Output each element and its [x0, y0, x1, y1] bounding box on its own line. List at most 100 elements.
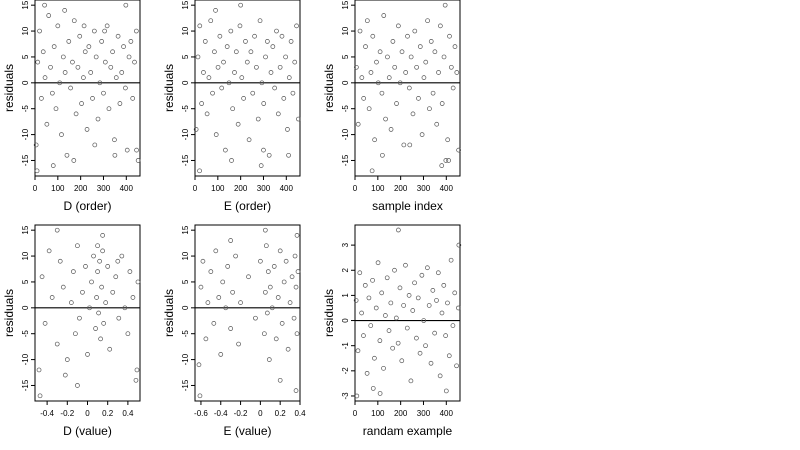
data-point [274, 28, 279, 34]
data-point [396, 23, 401, 29]
data-point [368, 323, 374, 328]
data-point [266, 152, 272, 158]
data-point [208, 18, 214, 24]
data-point [379, 90, 385, 96]
data-point [436, 70, 441, 75]
data-point [263, 243, 269, 249]
data-point [238, 300, 243, 305]
data-point [423, 343, 428, 349]
data-point [395, 340, 401, 346]
data-point [117, 101, 123, 106]
y-tick-label: -5 [341, 105, 350, 113]
data-point [286, 152, 291, 158]
data-point [401, 303, 406, 308]
data-point [386, 328, 392, 333]
data-point [446, 158, 451, 163]
data-point [75, 64, 81, 70]
y-axis-label: residuals [322, 289, 336, 337]
y-tick-label: 1 [341, 293, 350, 298]
y-tick-label: 10 [181, 26, 190, 35]
data-point [271, 264, 277, 269]
data-point [392, 64, 398, 70]
data-point [363, 44, 368, 49]
x-tick-label: 200 [74, 184, 88, 193]
y-tick-label: 15 [181, 225, 190, 234]
scatter-panel-2: 0 100 200 300 400 -15 -10 -5 0 5 10 15 E (order) resi… [162, 0, 301, 213]
data-point [390, 345, 396, 351]
x-tick-label: 0 [353, 409, 358, 418]
data-point [447, 33, 452, 39]
data-point [238, 2, 244, 8]
data-point [294, 233, 300, 238]
y-tick-label: -10 [181, 128, 190, 140]
y-tick-label: -5 [21, 105, 30, 113]
data-point [262, 289, 268, 295]
data-point [96, 310, 101, 316]
y-tick-label: -5 [21, 330, 30, 338]
data-point [99, 39, 105, 44]
y-tick-label: -2 [341, 367, 350, 375]
data-point [386, 75, 392, 80]
data-point [77, 315, 82, 321]
data-point [71, 269, 76, 274]
data-point [198, 284, 204, 290]
data-point [60, 284, 66, 290]
data-point [403, 262, 408, 268]
y-tick-label: 0 [341, 318, 350, 323]
data-point [445, 137, 451, 143]
y-tick-label: 2 [341, 267, 350, 272]
data-point [230, 106, 236, 112]
data-point [33, 142, 39, 148]
data-point [82, 49, 88, 55]
data-point [197, 168, 202, 174]
data-point [203, 336, 209, 342]
data-point [101, 90, 106, 96]
x-tick-label: 300 [257, 184, 271, 193]
x-tick-label: 200 [234, 184, 248, 193]
data-point [404, 325, 410, 331]
data-point [392, 267, 397, 273]
data-point [385, 54, 390, 60]
x-tick-label: 0 [193, 184, 198, 193]
data-point [248, 49, 254, 55]
x-tick-label: 0 [85, 409, 90, 418]
data-point [91, 253, 96, 259]
data-point [428, 360, 434, 366]
data-point [53, 106, 59, 112]
data-point [419, 272, 425, 278]
x-tick-label: -0.2 [60, 409, 74, 418]
y-tick-label: -10 [21, 353, 30, 365]
y-tick-label: -10 [341, 128, 350, 140]
data-point [287, 300, 293, 305]
data-point [374, 59, 379, 65]
data-point [97, 258, 102, 264]
data-point [292, 253, 298, 259]
data-point [81, 23, 87, 29]
data-point [396, 227, 401, 233]
data-point [87, 305, 92, 311]
data-point [200, 258, 206, 264]
data-point [294, 23, 299, 29]
data-point [83, 264, 88, 269]
y-tick-label: 15 [21, 0, 30, 9]
data-point [233, 49, 239, 55]
data-point [262, 227, 268, 233]
data-point [289, 274, 295, 280]
data-point [113, 75, 119, 80]
data-point [272, 85, 278, 91]
data-point [291, 315, 297, 321]
data-point [115, 33, 121, 39]
data-point [102, 59, 108, 65]
y-tick-label: -15 [181, 154, 190, 166]
data-point [46, 13, 52, 18]
scatter-panel-5: -0.6 -0.4 -0.2 0 0.2 0.4 -15 -10 -5 0 5 10 15 E (valu… [162, 224, 306, 438]
data-point [84, 127, 90, 132]
data-point [127, 269, 133, 274]
data-point [213, 132, 219, 137]
data-point [375, 80, 381, 86]
y-tick-label: 5 [181, 279, 190, 284]
plot-frame [34, 0, 141, 177]
data-point [94, 295, 99, 300]
data-point [235, 121, 241, 127]
